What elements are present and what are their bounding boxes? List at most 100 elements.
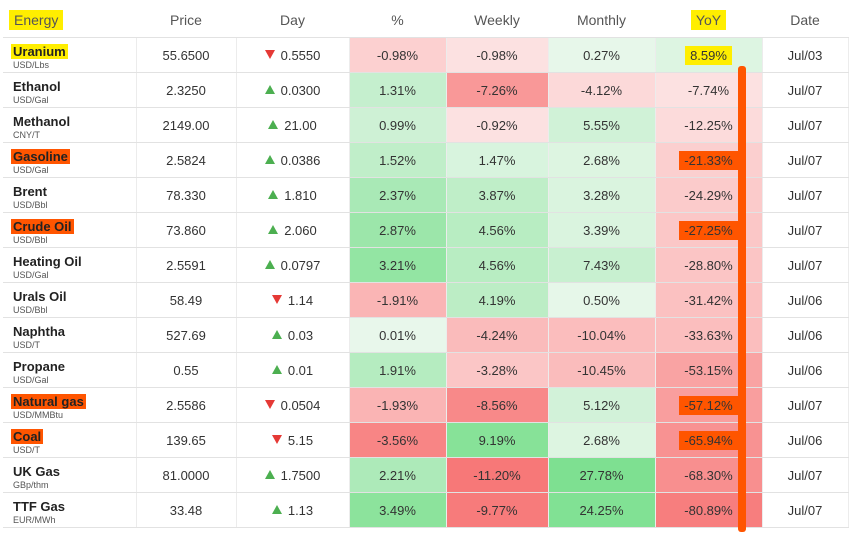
commodity-cell[interactable]: Methanol CNY/T [3, 107, 137, 143]
table-row[interactable]: Urals Oil USD/Bbl 58.49 1.14 -1.91% 4.19% 0.50… [3, 282, 849, 318]
table-row[interactable]: UK Gas GBp/thm 81.0000 1.7500 2.21% -11.20% 27… [3, 457, 849, 493]
commodity-unit: USD/T [13, 340, 40, 350]
yoy-cell: 8.59% [655, 37, 763, 73]
day-change-cell: 2.060 [236, 212, 350, 248]
table-row[interactable]: Brent USD/Bbl 78.330 1.810 2.37% 3.87% 3.28% -2… [3, 177, 849, 213]
table-row[interactable]: Heating Oil USD/Gal 2.5591 0.0797 3.21% 4.56%… [3, 247, 849, 283]
day-change-cell: 0.0797 [236, 247, 350, 283]
commodity-name-link[interactable]: Heating Oil [13, 254, 82, 269]
price-cell: 139.65 [136, 422, 237, 458]
day-change-value: 1.7500 [280, 467, 321, 483]
day-change-value: 0.01 [287, 362, 314, 378]
date-cell: Jul/07 [762, 387, 849, 423]
commodity-name-link[interactable]: UK Gas [13, 464, 60, 479]
weekly-cell: 3.87% [446, 177, 549, 213]
pct-cell: -3.56% [349, 422, 447, 458]
commodity-unit: GBp/thm [13, 480, 49, 490]
day-change-value: 0.0386 [280, 152, 321, 168]
commodity-cell[interactable]: Natural gas USD/MMBtu [3, 387, 137, 423]
commodity-unit: USD/Bbl [13, 235, 48, 245]
date-cell: Jul/07 [762, 177, 849, 213]
price-cell: 78.330 [136, 177, 237, 213]
commodity-name-link[interactable]: Ethanol [13, 79, 61, 94]
date-cell: Jul/06 [762, 282, 849, 318]
header-yoy[interactable]: YoY [655, 3, 762, 38]
weekly-cell: -0.92% [446, 107, 549, 143]
table-row[interactable]: Uranium USD/Lbs 55.6500 0.5550 -0.98% -0.98% 0… [3, 37, 849, 73]
header-weekly[interactable]: Weekly [446, 3, 548, 38]
commodity-name-link[interactable]: Methanol [13, 114, 71, 129]
price-cell: 58.49 [136, 282, 237, 318]
commodity-unit: USD/Bbl [13, 200, 48, 210]
day-change-value: 2.060 [284, 222, 317, 238]
commodity-cell[interactable]: UK Gas GBp/thm [3, 457, 137, 493]
pct-cell: 2.37% [349, 177, 447, 213]
commodity-cell[interactable]: TTF Gas EUR/MWh [3, 492, 137, 528]
commodity-name-link[interactable]: Brent [13, 184, 47, 199]
pct-cell: 0.01% [349, 317, 447, 353]
table-row[interactable]: Naphtha USD/T 527.69 0.03 0.01% -4.24% -10.04%… [3, 317, 849, 353]
commodity-name-link[interactable]: Natural gas [11, 394, 86, 409]
header-day[interactable]: Day [236, 3, 349, 38]
price-cell: 55.6500 [136, 37, 237, 73]
yoy-highlight: -21.33% [679, 150, 738, 170]
down-arrow-icon [264, 399, 275, 409]
table-row[interactable]: Propane USD/Gal 0.55 0.01 1.91% -3.28% -10.45%… [3, 352, 849, 388]
weekly-cell: 1.47% [446, 142, 549, 178]
commodity-name-link[interactable]: TTF Gas [13, 499, 66, 514]
commodity-name-link[interactable]: Coal [11, 429, 44, 444]
weekly-cell: 9.19% [446, 422, 549, 458]
header-pct[interactable]: % [349, 3, 446, 38]
commodity-cell[interactable]: Ethanol USD/Gal [3, 72, 137, 108]
day-change-cell: 21.00 [236, 107, 350, 143]
commodity-name-link[interactable]: Naphtha [13, 324, 65, 339]
table-row[interactable]: Coal USD/T 139.65 5.15 -3.56% 9.19% 2.68% -65.9… [3, 422, 849, 458]
header-date[interactable]: Date [762, 3, 848, 38]
monthly-cell: 7.43% [548, 247, 656, 283]
pct-cell: -0.98% [349, 37, 447, 73]
commodity-cell[interactable]: Crude Oil USD/Bbl [3, 212, 137, 248]
down-arrow-icon [264, 49, 275, 59]
day-change-cell: 1.7500 [236, 457, 350, 493]
monthly-cell: 27.78% [548, 457, 656, 493]
date-cell: Jul/07 [762, 212, 849, 248]
commodity-cell[interactable]: Propane USD/Gal [3, 352, 137, 388]
day-change-value: 0.0797 [280, 257, 321, 273]
commodity-cell[interactable]: Gasoline USD/Gal [3, 142, 137, 178]
pct-cell: 2.21% [349, 457, 447, 493]
up-arrow-icon [268, 224, 279, 234]
header-price[interactable]: Price [136, 3, 236, 38]
header-energy[interactable]: Energy [3, 3, 136, 38]
table-body: Uranium USD/Lbs 55.6500 0.5550 -0.98% -0.98% 0… [3, 37, 849, 528]
table-row[interactable]: Natural gas USD/MMBtu 2.5586 0.0504 -1.93% -8… [3, 387, 849, 423]
commodity-unit: CNY/T [13, 130, 40, 140]
table-row[interactable]: Ethanol USD/Gal 2.3250 0.0300 1.31% -7.26% -4.… [3, 72, 849, 108]
price-cell: 2.5591 [136, 247, 237, 283]
date-cell: Jul/07 [762, 492, 849, 528]
table-row[interactable]: Crude Oil USD/Bbl 73.860 2.060 2.87% 4.56% 3.3… [3, 212, 849, 248]
commodity-cell[interactable]: Coal USD/T [3, 422, 137, 458]
table-row[interactable]: Methanol CNY/T 2149.00 21.00 0.99% -0.92% 5.55… [3, 107, 849, 143]
commodity-name-link[interactable]: Urals Oil [13, 289, 67, 304]
commodity-name-link[interactable]: Uranium [11, 44, 68, 59]
pct-cell: -1.93% [349, 387, 447, 423]
commodity-cell[interactable]: Uranium USD/Lbs [3, 37, 137, 73]
price-cell: 527.69 [136, 317, 237, 353]
header-monthly[interactable]: Monthly [548, 3, 655, 38]
commodity-cell[interactable]: Brent USD/Bbl [3, 177, 137, 213]
monthly-cell: 5.55% [548, 107, 656, 143]
commodity-name-link[interactable]: Gasoline [11, 149, 70, 164]
weekly-cell: 4.19% [446, 282, 549, 318]
commodity-cell[interactable]: Naphtha USD/T [3, 317, 137, 353]
header-yoy-label: YoY [690, 10, 727, 30]
commodity-name-link[interactable]: Propane [13, 359, 66, 374]
table-row[interactable]: Gasoline USD/Gal 2.5824 0.0386 1.52% 1.47% 2.6… [3, 142, 849, 178]
table-row[interactable]: TTF Gas EUR/MWh 33.48 1.13 3.49% -9.77% 24.25%… [3, 492, 849, 528]
commodity-cell[interactable]: Urals Oil USD/Bbl [3, 282, 137, 318]
table-header-row: Energy Price Day % Weekly Monthly YoY Da… [3, 3, 848, 38]
day-change-cell: 0.0300 [236, 72, 350, 108]
day-change-cell: 1.13 [236, 492, 350, 528]
commodity-cell[interactable]: Heating Oil USD/Gal [3, 247, 137, 283]
commodity-name-link[interactable]: Crude Oil [11, 219, 74, 234]
day-change-value: 1.810 [284, 187, 317, 203]
